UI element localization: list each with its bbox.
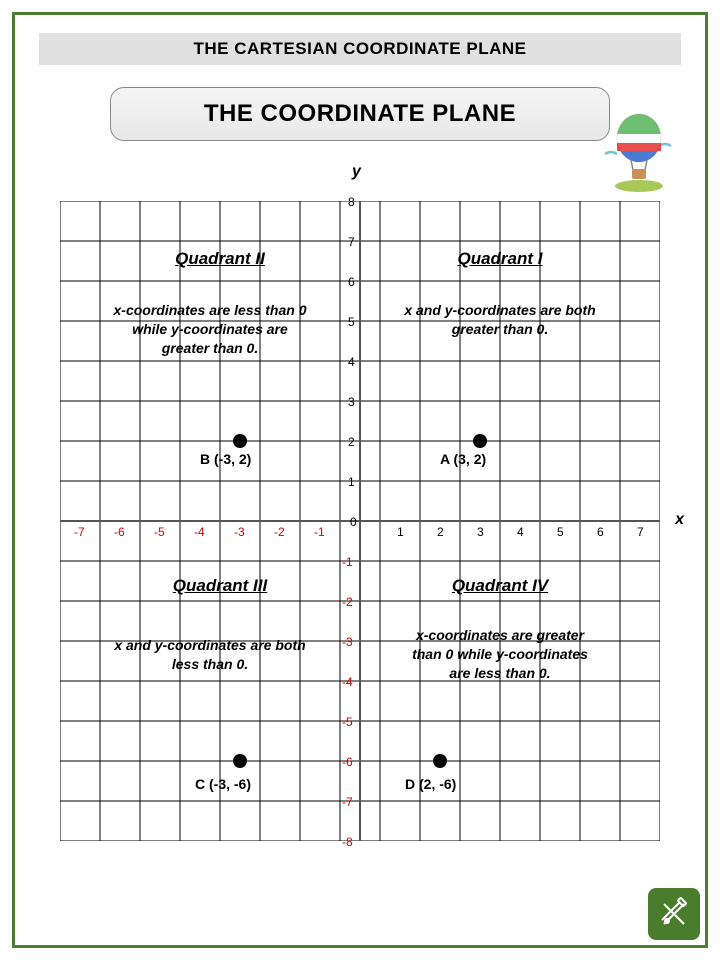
quadrant-2-title: Quadrant II bbox=[140, 249, 300, 269]
corner-badge-icon bbox=[648, 888, 700, 940]
quadrant-1-desc: x and y-coordinates are both greater tha… bbox=[400, 301, 600, 339]
point-A-label: A (3, 2) bbox=[440, 451, 486, 467]
quadrant-2-desc: x-coordinates are less than 0 while y-co… bbox=[110, 301, 310, 358]
point-D-label: D (2, -6) bbox=[405, 776, 456, 792]
quadrant-4-desc: x-coordinates are greater than 0 while y… bbox=[400, 626, 600, 683]
header-title: THE CARTESIAN COORDINATE PLANE bbox=[194, 39, 527, 58]
subtitle-box: THE COORDINATE PLANE bbox=[110, 87, 611, 141]
quadrant-1-title: Quadrant I bbox=[420, 249, 580, 269]
point-B-label: B (-3, 2) bbox=[200, 451, 251, 467]
x-axis-label: x bbox=[675, 511, 684, 529]
page-header: THE CARTESIAN COORDINATE PLANE bbox=[39, 33, 681, 65]
page-border: THE CARTESIAN COORDINATE PLANE THE COORD… bbox=[12, 12, 708, 948]
quadrant-3-title: Quadrant III bbox=[140, 576, 300, 596]
coordinate-plane: y x 876543210-1-2-3-4-5-6-7-81234567-7-6… bbox=[40, 161, 680, 881]
subtitle-text: THE COORDINATE PLANE bbox=[204, 100, 516, 127]
quadrant-3-desc: x and y-coordinates are both less than 0… bbox=[110, 636, 310, 674]
point-C-label: C (-3, -6) bbox=[195, 776, 251, 792]
grid-svg bbox=[60, 201, 660, 841]
quadrant-4-title: Quadrant IV bbox=[420, 576, 580, 596]
y-axis-label: y bbox=[352, 163, 361, 181]
